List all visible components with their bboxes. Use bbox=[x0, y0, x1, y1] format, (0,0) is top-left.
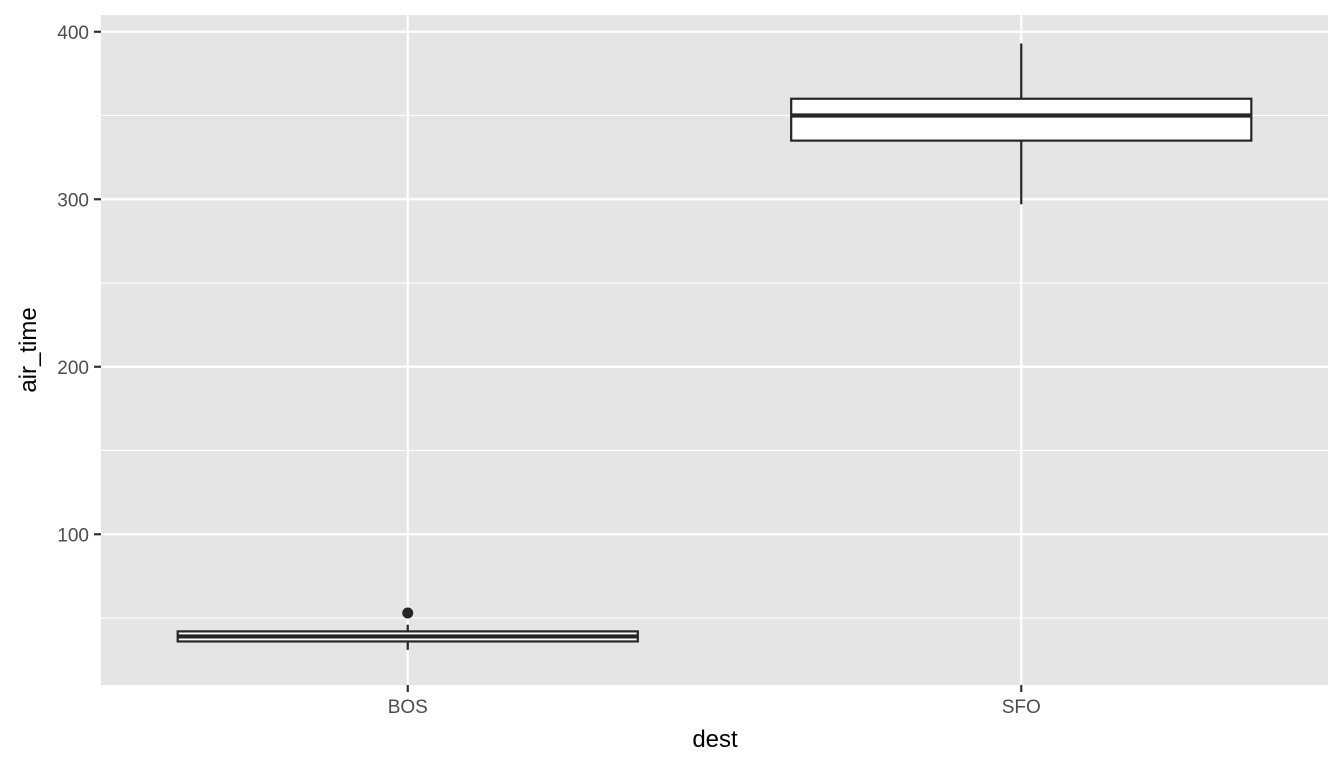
y-tick-label-400: 400 bbox=[57, 23, 89, 44]
y-tick-label-300: 300 bbox=[57, 190, 89, 211]
x-tick-label-bos: BOS bbox=[388, 697, 428, 718]
box-group-sfo bbox=[790, 43, 1253, 205]
outlier-point-bos bbox=[402, 607, 414, 619]
y-tick-label-100: 100 bbox=[57, 525, 89, 546]
y-axis-title: air_time bbox=[15, 307, 42, 392]
x-axis-title: dest bbox=[692, 726, 738, 753]
box-sfo bbox=[790, 97, 1253, 142]
x-tick-label-sfo: SFO bbox=[1002, 697, 1041, 718]
box-group-bos bbox=[176, 607, 639, 650]
y-tick-label-200: 200 bbox=[57, 358, 89, 379]
